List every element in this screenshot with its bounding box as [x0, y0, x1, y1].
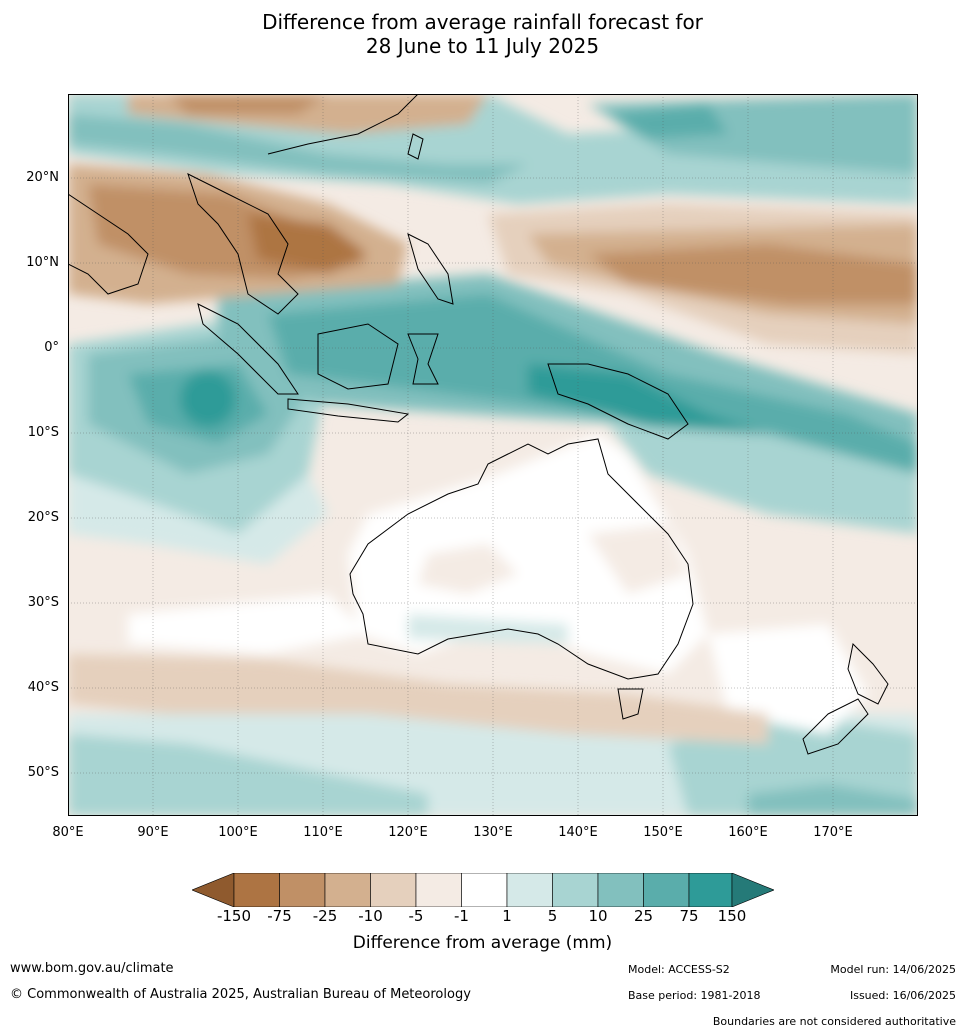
- north-pacific-wet-core: [608, 104, 728, 139]
- southern-wet-patch-1: [68, 734, 428, 816]
- new-zealand-south: [802, 698, 869, 755]
- lat-label-20s: 20°S: [27, 510, 59, 525]
- graticule: [68, 94, 918, 816]
- lon-label-90e: 90°E: [137, 825, 169, 840]
- india-coast: [68, 193, 149, 295]
- colorbar-swatch-1: [233, 873, 280, 907]
- australia-coast: [349, 438, 694, 680]
- colorbar-tick-25: 25: [633, 907, 654, 925]
- colorbar-tick-5: 5: [547, 907, 558, 925]
- lon-label-140e: 140°E: [558, 825, 598, 840]
- colorbar-swatch-5: [415, 873, 462, 907]
- australia-neutral: [348, 434, 708, 674]
- lon-label-100e: 100°E: [218, 825, 258, 840]
- colorbar-swatch-4: [370, 873, 417, 907]
- sulawesi-coast: [407, 333, 439, 385]
- lon-label-120e: 120°E: [388, 825, 428, 840]
- colorbar-tick-minus5: -5: [408, 907, 424, 925]
- lat-label-40s: 40°S: [27, 680, 59, 695]
- new-zealand-north: [847, 642, 889, 705]
- lat-label-20n: 20°N: [26, 170, 59, 185]
- rainfall-anomaly-map: [68, 94, 918, 816]
- china-dry-core: [168, 94, 328, 114]
- colorbar-low-extend: [192, 873, 235, 907]
- lon-label-160e: 160°E: [728, 825, 768, 840]
- colorbar-tick-minus1: -1: [454, 907, 469, 925]
- colorbar-swatch-11: [688, 873, 733, 907]
- colorbar-tick-minus25: -25: [312, 907, 338, 925]
- issued-text: Issued: 16/06/2025: [849, 989, 956, 1002]
- model-run-text: Model run: 14/06/2025: [830, 963, 956, 976]
- colorbar: [192, 873, 774, 907]
- great-bight-wet: [408, 614, 568, 644]
- indian-wet-max: [180, 371, 236, 427]
- pacific-dry-core: [588, 244, 918, 304]
- png-coast: [547, 363, 689, 440]
- website-link[interactable]: www.bom.gov.au/climate: [10, 961, 174, 976]
- taiwan-coast: [407, 133, 424, 160]
- lon-label-150e: 150°E: [643, 825, 683, 840]
- colorbar-swatch-9: [597, 873, 644, 907]
- colorbar-tick-minus10: -10: [358, 907, 383, 925]
- south-indian-white: [128, 594, 368, 654]
- lat-label-0: 0°: [44, 340, 59, 355]
- colorbar-tick-minus150: -150: [216, 907, 252, 925]
- south-dry-band: [68, 654, 768, 744]
- title-line-1: Difference from average rainfall forecas…: [262, 10, 703, 34]
- colorbar-tick-minus75: -75: [267, 907, 292, 925]
- copyright-text: © Commonwealth of Australia 2025, Austra…: [10, 987, 471, 1002]
- borneo-coast: [317, 323, 399, 390]
- lat-label-10n: 10°N: [26, 255, 59, 270]
- lon-label-130e: 130°E: [473, 825, 513, 840]
- lon-label-110e: 110°E: [303, 825, 343, 840]
- java-coast: [287, 398, 410, 423]
- philippines-coast: [407, 233, 454, 305]
- colorbar-tick-1: 1: [502, 907, 512, 925]
- disclaimer-text: Boundaries are not considered authoritat…: [712, 1015, 956, 1028]
- colorbar-tick-150: 150: [717, 907, 747, 925]
- colorbar-swatch-7: [506, 873, 553, 907]
- coastlines: [68, 94, 889, 755]
- lon-label-170e: 170°E: [813, 825, 853, 840]
- coral-sea-wet: [608, 424, 918, 534]
- model-text: Model: ACCESS-S2: [628, 963, 730, 976]
- indochina-coast: [187, 173, 299, 315]
- colorbar-label: Difference from average (mm): [352, 933, 613, 953]
- lon-label-80e: 80°E: [52, 825, 84, 840]
- png-wet-max: [528, 364, 768, 444]
- colorbar-tick-10: 10: [588, 907, 608, 925]
- colorbar-swatch-2: [279, 873, 326, 907]
- lat-label-30s: 30°S: [27, 595, 59, 610]
- tasmania-coast: [617, 688, 644, 720]
- china-coast: [267, 94, 419, 155]
- colorbar-tick-75: 75: [679, 907, 699, 925]
- colorbar-swatch-8: [552, 873, 599, 907]
- colorbar-swatch-10: [643, 873, 690, 907]
- title-line-2: 28 June to 11 July 2025: [365, 34, 600, 58]
- chart-title: Difference from average rainfall forecas…: [0, 10, 965, 58]
- colorbar-swatch-6: [461, 873, 508, 907]
- lat-label-50s: 50°S: [27, 765, 59, 780]
- map-frame: [68, 94, 918, 816]
- colorbar-high-extend: [731, 873, 774, 907]
- sumatra-coast: [197, 303, 299, 395]
- lat-label-10s: 10°S: [27, 425, 59, 440]
- base-period-text: Base period: 1981-2018: [628, 989, 761, 1002]
- north-wet-core: [68, 114, 528, 184]
- colorbar-swatch-3: [324, 873, 371, 907]
